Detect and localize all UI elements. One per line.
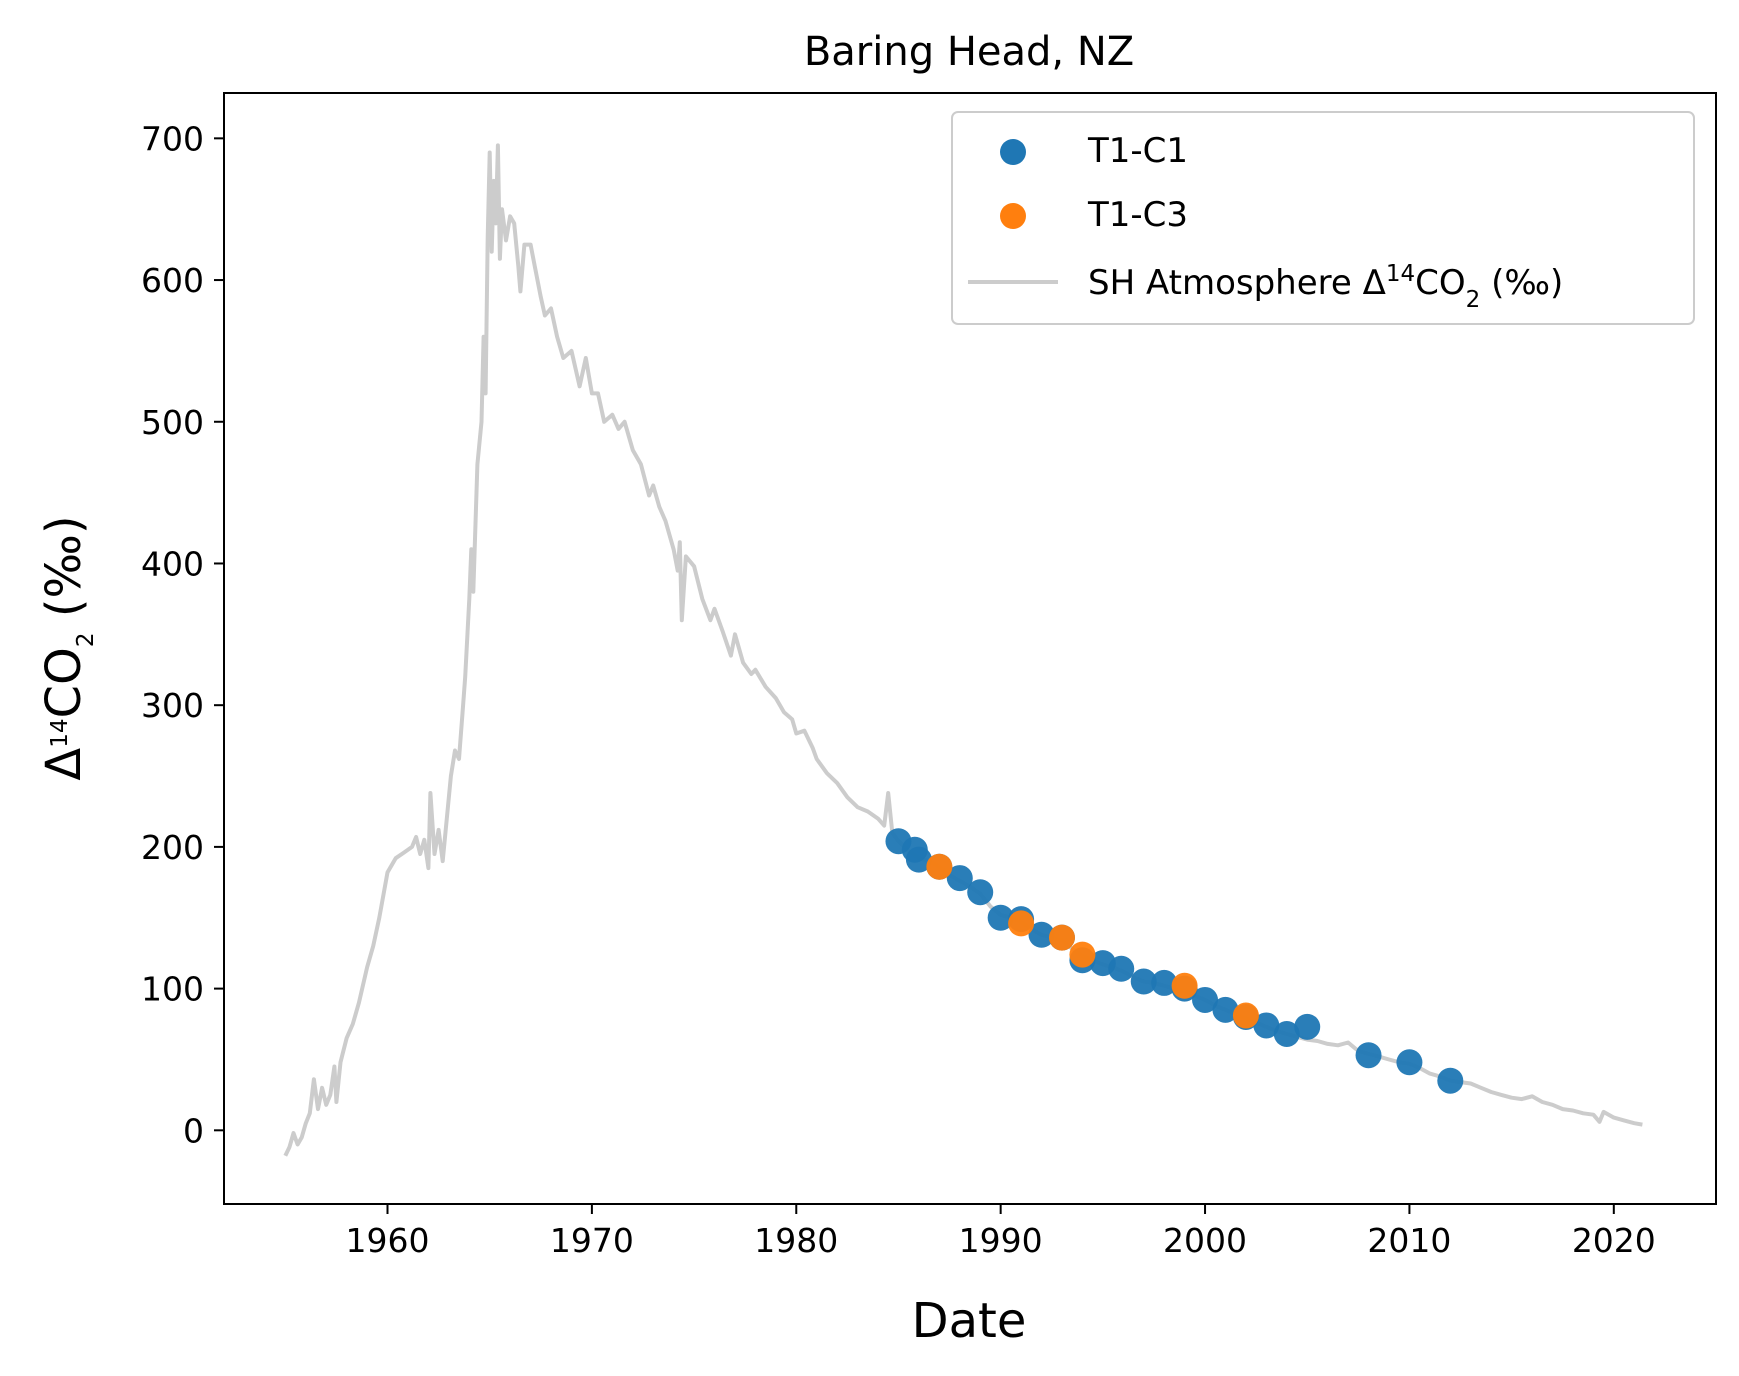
point-t1-c1-22 <box>1355 1042 1382 1069</box>
point-t1-c1-16 <box>1192 986 1219 1013</box>
x-tick-label-1980: 1980 <box>754 1221 838 1260</box>
legend-marker-t1-c1 <box>1000 139 1026 165</box>
legend-atmosphere-sup: 14 <box>1386 261 1415 287</box>
y-tick-label-0: 0 <box>183 1111 204 1150</box>
point-t1-c1-8 <box>1028 921 1055 948</box>
point-t1-c1-21 <box>1294 1013 1321 1040</box>
point-t1-c1-2 <box>905 846 932 873</box>
legend-atmosphere-main: CO <box>1415 263 1466 303</box>
point-t1-c1-20 <box>1273 1020 1300 1047</box>
legend-atmosphere-prefix: SH Atmosphere Δ <box>1088 263 1386 303</box>
legend: T1-C1 T1-C3 SH Atmosphere Δ14CO2 (‰) <box>951 111 1695 325</box>
point-t1-c1-6 <box>987 904 1014 931</box>
x-tick-label-2020: 2020 <box>1572 1221 1656 1260</box>
point-t1-c3-0 <box>926 853 953 880</box>
y-axis-label: Δ14CO2 (‰) <box>36 515 99 780</box>
atmosphere-series-line <box>283 143 1643 1157</box>
point-t1-c1-12 <box>1108 955 1135 982</box>
x-axis-label: Date <box>912 1293 1027 1349</box>
point-t1-c1-14 <box>1151 969 1178 996</box>
point-t1-c3-2 <box>1048 924 1075 951</box>
point-t1-c3-4 <box>1171 972 1198 999</box>
point-t1-c3-5 <box>1232 1002 1259 1029</box>
legend-marker-t1-c3 <box>1000 203 1026 229</box>
plot-area <box>283 143 1643 1157</box>
y-tick-label-100: 100 <box>141 970 204 1009</box>
x-axis: 1960 1970 1980 1990 2000 2010 2020 <box>346 1204 1656 1260</box>
legend-label-atmosphere: SH Atmosphere Δ14CO2 (‰) <box>1088 261 1563 313</box>
y-axis-label-main: CO <box>36 647 92 718</box>
legend-box <box>951 111 1695 325</box>
point-t1-c3-3 <box>1069 941 1096 968</box>
y-tick-label-600: 600 <box>141 261 204 300</box>
scatter-points <box>885 828 1464 1094</box>
y-tick-label-300: 300 <box>141 686 204 725</box>
point-t1-c1-24 <box>1437 1067 1464 1094</box>
y-tick-label-700: 700 <box>141 119 204 158</box>
x-tick-label-1990: 1990 <box>959 1221 1043 1260</box>
y-tick-label-200: 200 <box>141 828 204 867</box>
x-tick-label-1970: 1970 <box>550 1221 634 1260</box>
point-t1-c1-4 <box>946 865 973 892</box>
x-tick-label-1960: 1960 <box>346 1221 430 1260</box>
legend-atmosphere-sub: 2 <box>1466 287 1481 313</box>
chart-title: Baring Head, NZ <box>804 29 1134 75</box>
legend-label-t1-c3: T1-C3 <box>1087 195 1188 235</box>
y-tick-label-400: 400 <box>141 544 204 583</box>
point-t1-c3-1 <box>1008 910 1035 937</box>
y-axis-label-sub: 2 <box>73 633 99 648</box>
y-axis: 0 100 200 300 400 500 600 700 <box>141 119 224 1150</box>
y-axis-label-sup: 14 <box>47 718 73 747</box>
point-t1-c1-19 <box>1253 1012 1280 1039</box>
legend-atmosphere-suffix: (‰) <box>1480 263 1563 303</box>
y-axis-label-suffix: (‰) <box>36 515 92 632</box>
x-tick-label-2000: 2000 <box>1163 1221 1247 1260</box>
legend-label-t1-c1: T1-C1 <box>1087 131 1188 171</box>
point-t1-c1-23 <box>1396 1049 1423 1076</box>
x-tick-label-2010: 2010 <box>1367 1221 1451 1260</box>
y-tick-label-500: 500 <box>141 403 204 442</box>
point-t1-c1-17 <box>1212 996 1239 1023</box>
y-axis-label-prefix: Δ <box>36 748 92 781</box>
point-t1-c1-13 <box>1130 968 1157 995</box>
point-t1-c1-5 <box>967 879 994 906</box>
plot-frame <box>223 92 1717 1205</box>
